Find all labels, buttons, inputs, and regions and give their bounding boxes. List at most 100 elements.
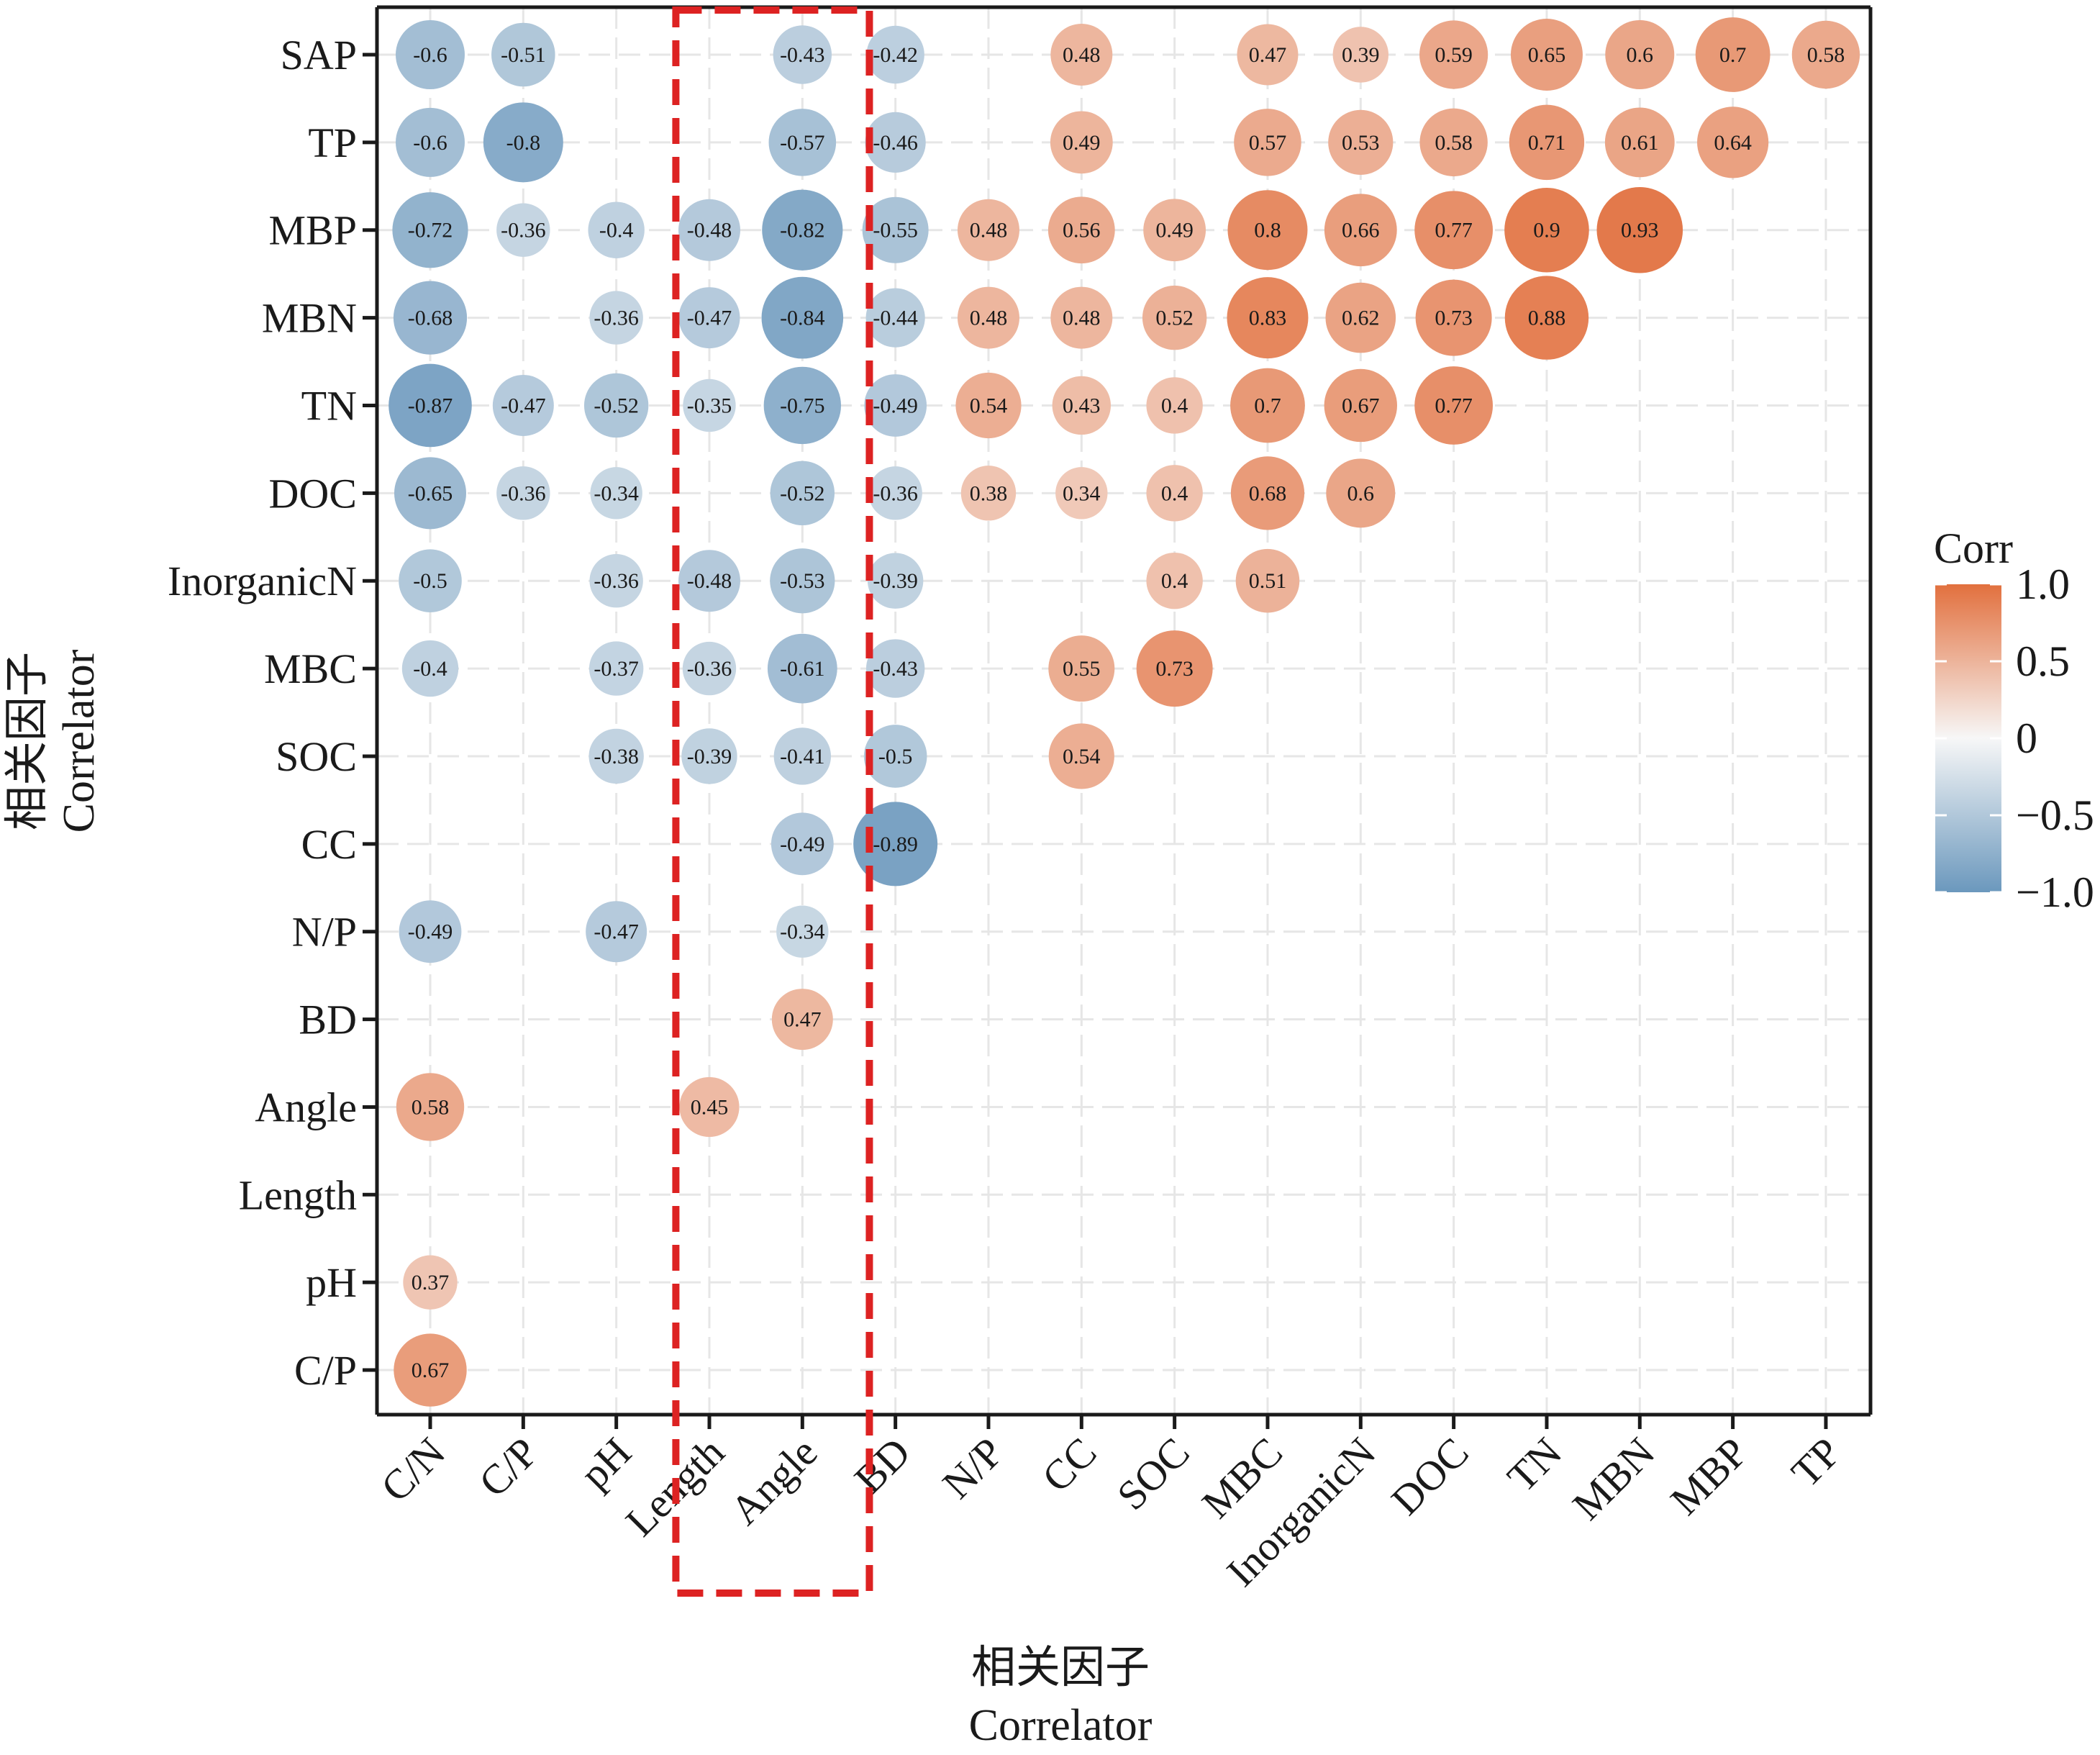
bubble — [396, 107, 465, 177]
bubble — [1332, 27, 1389, 83]
bubble-value-label: 0.47 — [1249, 43, 1287, 67]
bubble-value-label: 0.6 — [1627, 43, 1654, 67]
bubble-value-label: -0.43 — [873, 657, 918, 681]
bubble — [483, 102, 563, 183]
bubble-value-label: 0.93 — [1621, 219, 1659, 242]
bubble — [1415, 279, 1492, 356]
bubble-value-label: 0.77 — [1435, 219, 1473, 242]
bubble — [1227, 190, 1308, 271]
bubble — [681, 728, 737, 784]
bubble-value-label: 0.67 — [412, 1359, 450, 1382]
bubble — [865, 639, 925, 698]
bubble-value-label: 0.77 — [1435, 394, 1473, 417]
bubble-value-label: -0.5 — [878, 745, 913, 768]
x-tick-label: DOC — [1382, 1428, 1478, 1524]
bubble — [403, 1255, 458, 1310]
bubble — [955, 372, 1022, 439]
y-tick-label: MBC — [264, 645, 357, 692]
bubble-value-label: 0.43 — [1063, 394, 1101, 417]
bubble — [1136, 630, 1213, 707]
bubble — [678, 287, 740, 349]
bubble — [492, 374, 554, 436]
bubble-value-label: 0.49 — [1155, 219, 1194, 242]
bubble-value-label: -0.5 — [413, 569, 447, 593]
bubble — [589, 554, 643, 608]
bubble-value-label: -0.82 — [780, 219, 825, 242]
bubble-value-label: -0.84 — [780, 307, 825, 330]
bubble — [1695, 17, 1771, 92]
y-tick-label: DOC — [269, 470, 357, 517]
y-tick-label: SOC — [276, 733, 357, 780]
bubble-value-label: -0.36 — [594, 307, 639, 330]
bubble-value-label: -0.36 — [594, 569, 639, 593]
legend-tick-label: −0.5 — [2016, 792, 2094, 839]
bubble-value-label: 0.73 — [1435, 307, 1473, 330]
bubble — [866, 25, 924, 84]
bubble — [762, 189, 843, 271]
bubble-value-label: 0.48 — [970, 307, 1008, 330]
x-axis-title-en: Correlator — [969, 1701, 1153, 1750]
bubble — [1791, 20, 1860, 89]
bubble — [864, 374, 927, 437]
y-tick-label: TP — [308, 119, 357, 166]
bubble — [496, 203, 550, 257]
legend-title: Corr — [1934, 525, 2013, 572]
bubble — [868, 466, 922, 520]
bubble — [770, 548, 835, 614]
bubble-value-label: -0.65 — [408, 481, 453, 505]
bubble-value-label: 0.48 — [1063, 307, 1101, 330]
y-tick-label: Length — [239, 1171, 357, 1218]
bubble — [1325, 282, 1396, 353]
bubble-value-label: 0.49 — [1063, 131, 1101, 155]
x-tick-label: BD — [845, 1428, 919, 1502]
bubble — [678, 199, 740, 261]
bubble-value-label: -0.38 — [594, 745, 639, 768]
bubble — [678, 550, 740, 612]
bubble-value-label: 0.67 — [1342, 394, 1380, 417]
highlight-box — [672, 6, 873, 1597]
bubble — [1326, 458, 1396, 528]
bubble-value-label: -0.39 — [873, 569, 918, 593]
bubble-value-label: 0.9 — [1533, 219, 1560, 242]
bubble — [761, 276, 844, 359]
bubble-value-label: 0.68 — [1249, 481, 1287, 505]
bubble-value-label: -0.35 — [687, 394, 732, 417]
bubble — [1596, 186, 1683, 273]
y-axis-title-cn: 相关因子 — [3, 652, 52, 830]
bubble — [867, 553, 924, 609]
bubble-value-label: -0.47 — [594, 920, 639, 944]
bubble-value-label: 0.48 — [970, 219, 1008, 242]
bubble — [586, 901, 647, 963]
bubble — [767, 633, 837, 704]
y-tick-label: InorganicN — [168, 558, 357, 604]
bubble-value-label: 0.65 — [1528, 43, 1566, 67]
bubble-value-label: 0.37 — [412, 1271, 450, 1294]
y-tick-label: MBP — [268, 207, 357, 254]
bubble-value-label: -0.34 — [780, 920, 825, 944]
bubble-value-label: -0.49 — [408, 920, 453, 944]
bubble-value-label: 0.4 — [1161, 481, 1188, 505]
bubble-value-label: -0.34 — [594, 481, 639, 505]
bubble-value-label: -0.47 — [687, 307, 732, 330]
bubble — [394, 1333, 467, 1407]
bubble — [768, 109, 837, 176]
bubble-layer: -0.6 -0.51 -0.43 -0.42 0.48 0.47 0.39 0.59 0.65 0… — [388, 17, 1860, 1407]
y-tick-label: pH — [306, 1259, 357, 1306]
bubble-value-label: 0.64 — [1714, 131, 1752, 155]
bubble-value-label: -0.47 — [501, 394, 546, 417]
bubble — [388, 363, 472, 448]
bubble-value-label: -0.4 — [413, 657, 447, 681]
bubble-value-label: 0.54 — [970, 394, 1008, 417]
bubble-value-label: -0.52 — [594, 394, 639, 417]
bubble-value-label: 0.56 — [1063, 219, 1101, 242]
bubble-value-label: 0.58 — [412, 1095, 450, 1119]
bubble-value-label: -0.44 — [873, 307, 918, 330]
bubble — [862, 196, 929, 263]
bubble — [957, 199, 1019, 261]
bubble — [957, 286, 1019, 349]
y-tick-label: Angle — [255, 1084, 357, 1130]
bubble-value-label: 0.39 — [1342, 43, 1380, 67]
bubble — [1047, 196, 1115, 264]
